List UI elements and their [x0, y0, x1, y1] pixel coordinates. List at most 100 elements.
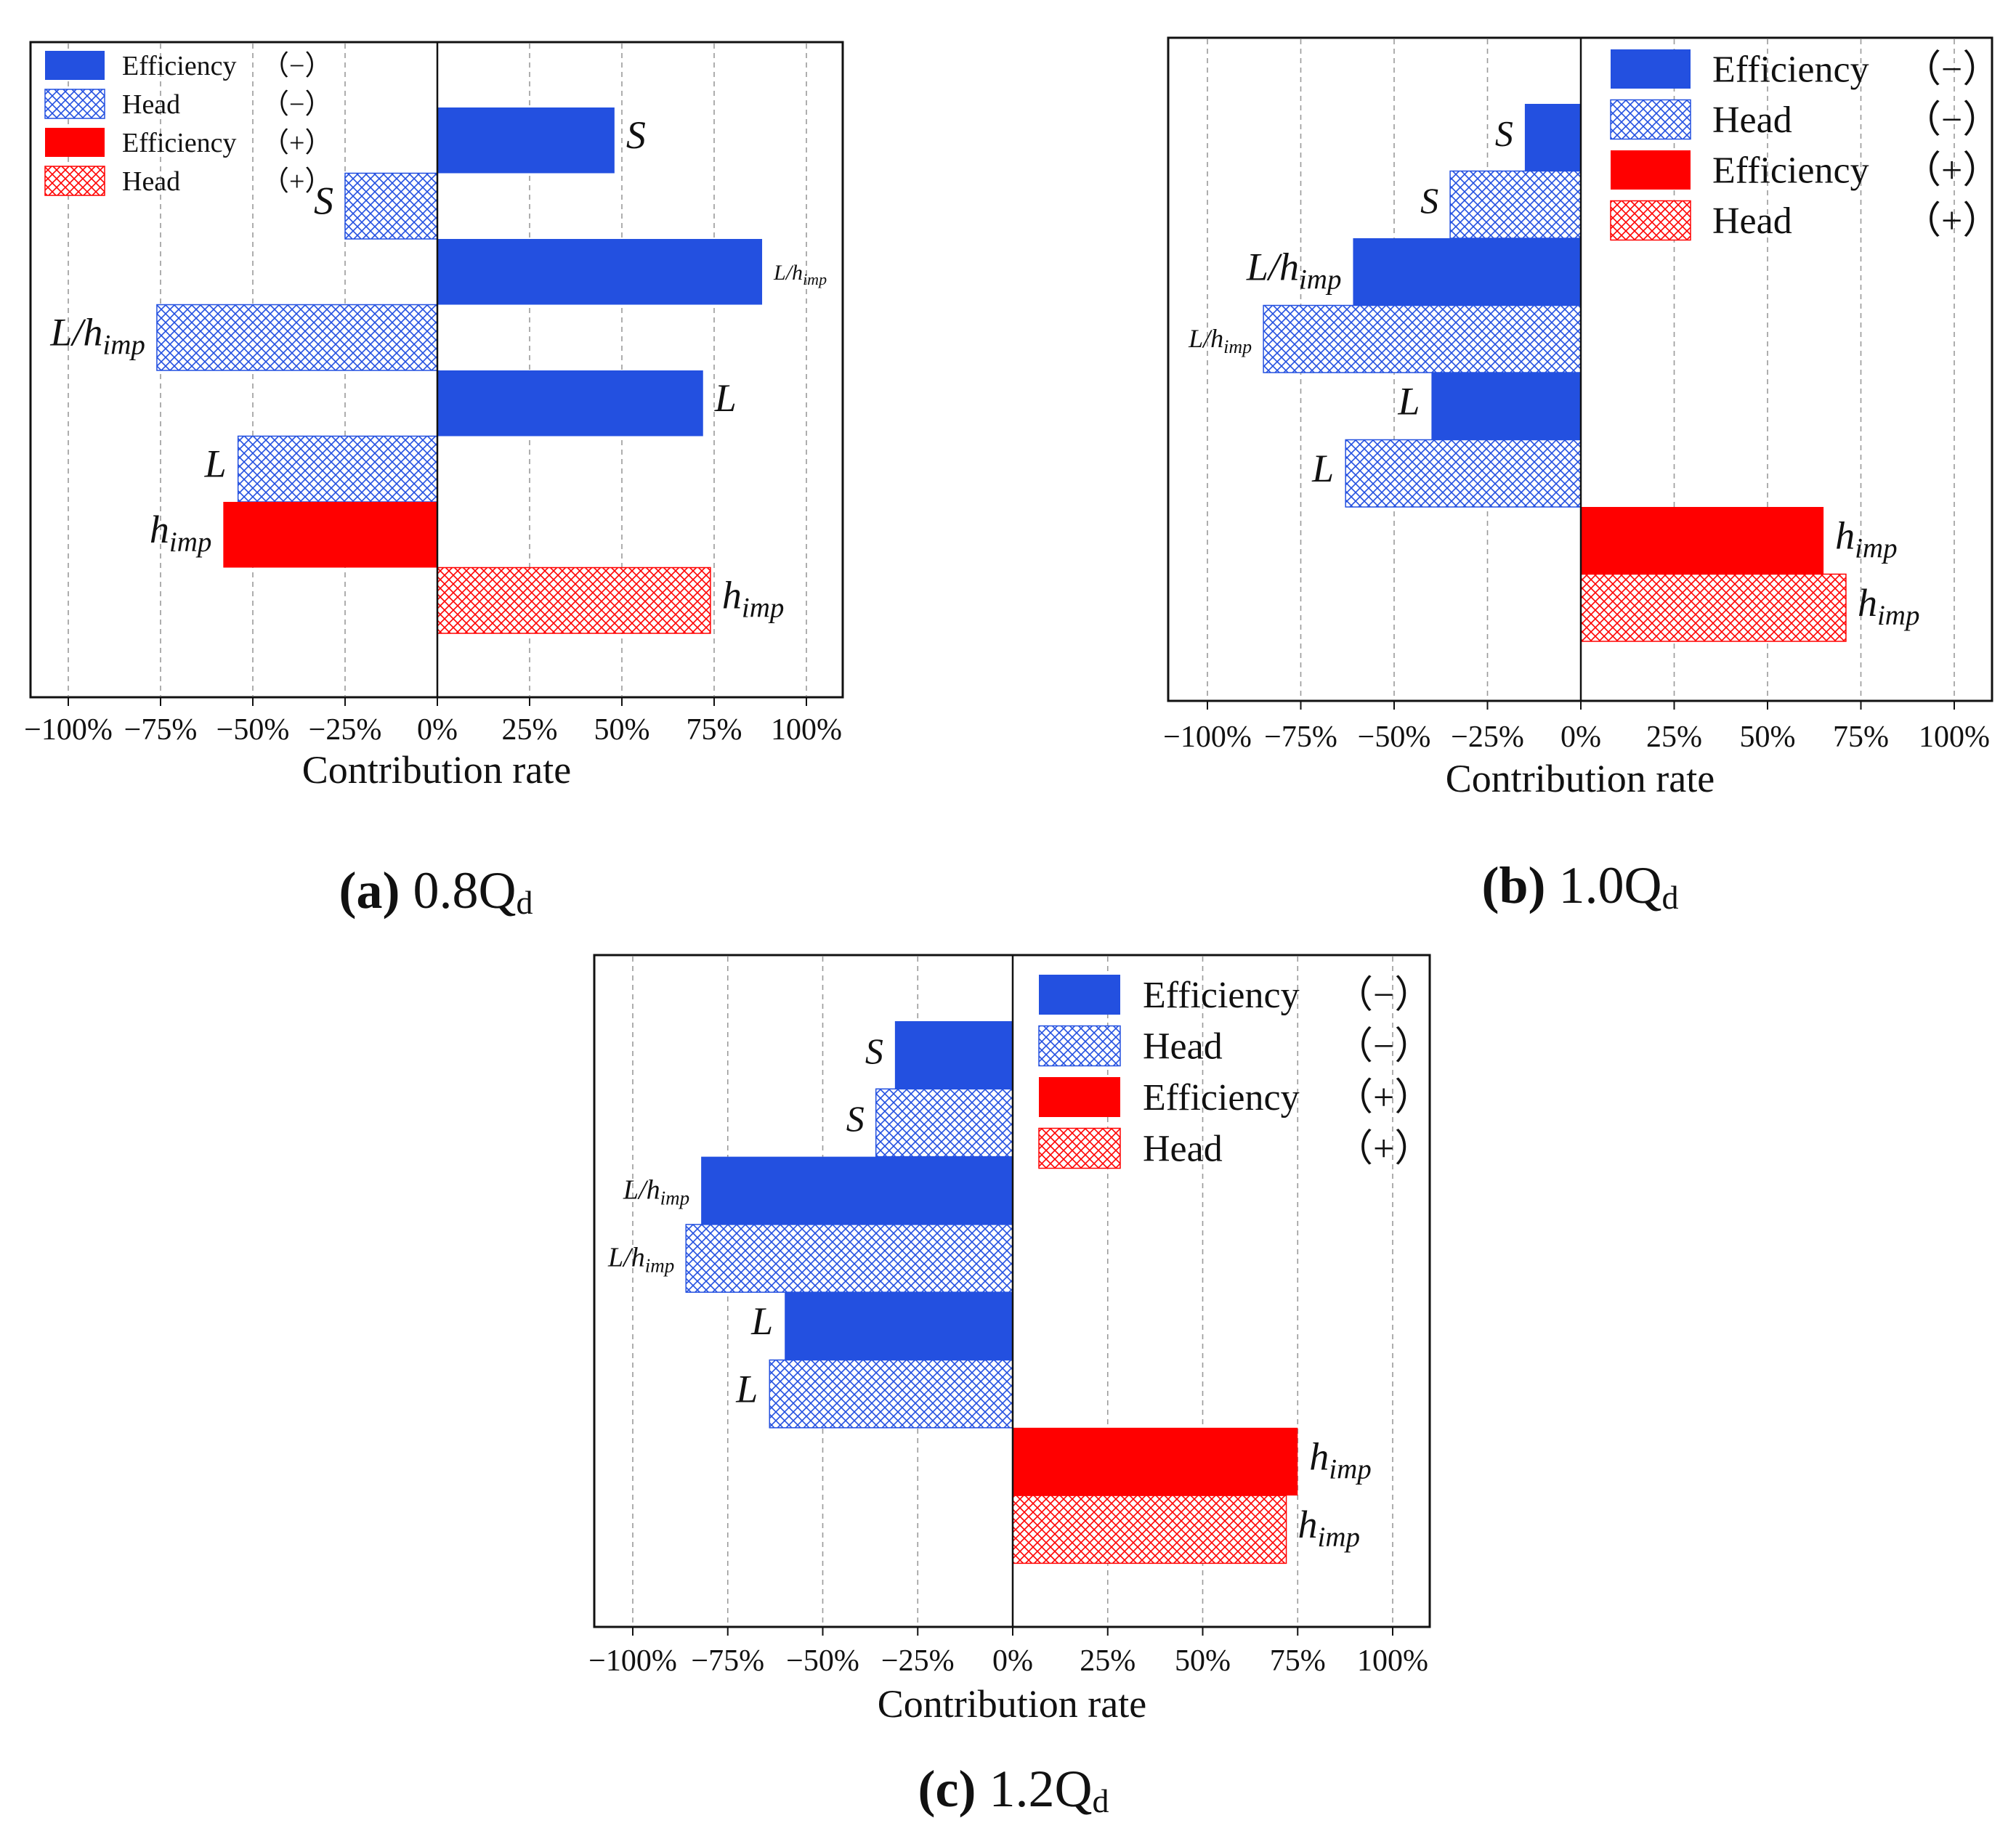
x-tick-label: 100%: [1919, 720, 1990, 754]
x-tick-label: −25%: [881, 1644, 955, 1678]
bar-h-imp-head: [1580, 573, 1847, 642]
bar-l-efficiency: [1431, 373, 1581, 440]
chart-panel-a: −100% −75% −50% −25% 0% 25% 50% 75% 100% S S L/himp…: [24, 41, 844, 921]
bar-label-l: L: [750, 1299, 773, 1343]
x-tick-label: −75%: [1264, 720, 1337, 754]
x-tick-label: 50%: [1740, 720, 1796, 754]
bar-label-l-h-imp: L/himp: [1246, 245, 1342, 295]
x-tick-label: 25%: [1646, 720, 1702, 754]
bar-l-head: [1345, 439, 1582, 508]
bar-s-head: [344, 172, 438, 240]
legend-label: Efficiency: [1712, 49, 1869, 90]
bar-label-s: S: [846, 1098, 865, 1139]
legend: Efficiency （−） Head （−） Efficiency （+） Head （+）: [1610, 49, 2000, 242]
x-tick-label: −50%: [216, 713, 290, 747]
bar-l-h-imp-head: [156, 304, 438, 371]
bar-label-l-h-imp: L/himp: [1188, 324, 1252, 357]
x-tick-label: 0%: [1560, 720, 1601, 754]
legend-sign: （−）: [262, 89, 332, 120]
x-tick-label: 50%: [1175, 1644, 1231, 1678]
legend-swatch-head-pos: [1610, 200, 1691, 241]
legend-swatch-efficiency-neg: [1611, 49, 1691, 89]
legend-label: Efficiency: [1143, 1077, 1300, 1119]
legend-label: Head: [122, 89, 180, 120]
legend-swatch-efficiency-neg: [45, 51, 105, 80]
legend-swatch-head-pos: [44, 166, 105, 196]
x-axis-label: Contribution rate: [1446, 757, 1715, 800]
legend: Efficiency （−） Head （−） Efficiency （+） Head （+）: [44, 51, 332, 197]
bar-s-efficiency: [1524, 104, 1581, 171]
legend-swatch-head-neg: [1610, 99, 1691, 140]
bar-label-s: S: [314, 179, 333, 223]
legend-label: Head: [1712, 100, 1792, 141]
bar-label-h-imp: himp: [1309, 1435, 1372, 1485]
bar-h-imp-head: [437, 567, 711, 634]
x-tick-label: −50%: [786, 1644, 859, 1678]
x-tick-label: 50%: [594, 713, 650, 747]
legend-sign: （−）: [1335, 1026, 1432, 1068]
bar-l-h-imp-efficiency: [1353, 238, 1581, 306]
x-axis-label: Contribution rate: [302, 748, 571, 792]
bar-label-h-imp: himp: [150, 508, 212, 558]
x-tick-label: 100%: [1357, 1644, 1428, 1678]
bar-l-head: [237, 435, 438, 503]
bar-label-s: S: [626, 113, 646, 157]
bar-l-efficiency: [785, 1292, 1013, 1360]
bar-l-head: [769, 1359, 1013, 1429]
x-tick-label: −100%: [24, 713, 113, 747]
panel-caption: (b) 1.0Qd: [1482, 856, 1679, 916]
legend-label: Head: [1143, 1026, 1223, 1068]
bar-label-h-imp: himp: [1858, 581, 1920, 631]
panel-caption: (a) 0.8Qd: [339, 861, 533, 921]
bar-s-efficiency: [437, 107, 615, 174]
bar-l-h-imp-head: [1263, 304, 1582, 373]
legend-label: Efficiency: [122, 51, 237, 81]
legend-label: Head: [1712, 200, 1792, 242]
bar-label-l: L: [735, 1367, 758, 1410]
bar-s-head: [1449, 170, 1582, 239]
bar-s-head: [875, 1088, 1013, 1158]
legend-swatch-head-pos: [1038, 1127, 1121, 1169]
bar-label-s: S: [1495, 113, 1513, 153]
x-tick-label: 100%: [771, 713, 842, 747]
x-axis-label: Contribution rate: [878, 1682, 1146, 1726]
x-tick-label: 25%: [1080, 1644, 1135, 1678]
legend-sign: （+）: [1335, 1129, 1432, 1170]
bar-h-imp-head: [1012, 1495, 1287, 1564]
legend-label: Efficiency: [1712, 150, 1869, 191]
chart-panel-b: −100% −75% −50% −25% 0% 25% 50% 75% 100% S S L/himp…: [1163, 36, 2000, 916]
x-tick-label: −100%: [1163, 720, 1252, 754]
legend-sign: （−）: [1903, 49, 2000, 90]
x-tick-label: 0%: [417, 713, 458, 747]
legend-sign: （+）: [262, 166, 332, 197]
legend-sign: （+）: [1903, 200, 2000, 242]
chart-panel-c: −100% −75% −50% −25% 0% 25% 50% 75% 100% SS L/himp…: [588, 954, 1432, 1819]
bar-label-l: L: [1311, 447, 1334, 490]
bar-l-h-imp-head: [685, 1224, 1013, 1293]
legend-sign: （+）: [1335, 1077, 1432, 1119]
bar-l-h-imp-efficiency: [701, 1156, 1013, 1225]
x-tick-label: −75%: [691, 1644, 764, 1678]
x-tick-label: 75%: [1270, 1644, 1326, 1678]
bar-label-l-h-imp: L/himp: [623, 1174, 689, 1209]
bar-label-s: S: [865, 1031, 883, 1071]
bar-h-imp-efficiency: [223, 502, 437, 568]
legend-label: Head: [1143, 1129, 1223, 1170]
bar-s-efficiency: [894, 1021, 1013, 1089]
bar-label-l-h-imp: L/himp: [773, 261, 827, 288]
legend-label: Efficiency: [122, 128, 237, 158]
bar-label-h-imp: himp: [1298, 1503, 1361, 1553]
legend-sign: （+）: [1903, 150, 2000, 191]
legend-swatch-head-neg: [1038, 1025, 1121, 1067]
bar-label-s: S: [1420, 180, 1438, 221]
x-tick-label: 25%: [502, 713, 558, 747]
legend-label: Head: [122, 166, 180, 197]
legend-swatch-efficiency-pos: [1039, 1077, 1120, 1117]
legend-sign: （−）: [262, 51, 332, 81]
legend-label: Efficiency: [1143, 975, 1300, 1016]
bar-label-h-imp: himp: [1835, 513, 1898, 564]
bar-label-l: L: [1397, 379, 1420, 423]
legend-sign: （−）: [1335, 975, 1432, 1016]
legend-sign: （+）: [262, 128, 332, 158]
